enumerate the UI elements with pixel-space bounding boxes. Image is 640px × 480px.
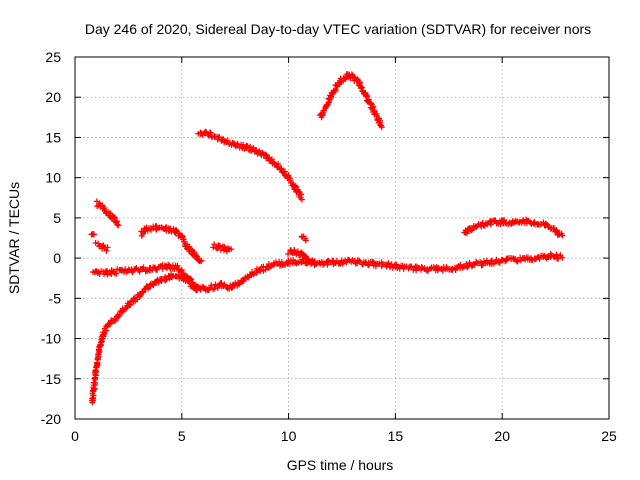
x-tick-label: 5	[178, 428, 186, 444]
y-tick-label: -20	[41, 411, 61, 427]
data-point	[378, 124, 385, 131]
data-point	[95, 352, 102, 359]
data-point	[190, 282, 197, 289]
data-point	[103, 247, 110, 254]
data-point	[319, 111, 326, 118]
data-point	[193, 252, 200, 259]
y-tick-label: -15	[41, 371, 61, 387]
series-trace-g	[210, 241, 235, 255]
axis-ticks: 0 5 10 15 20 25 -20 -15 -10 -5 0 5 10 15 20 25	[41, 49, 617, 444]
series-baseline-trace	[90, 250, 566, 294]
data-point	[207, 129, 214, 136]
data-point	[418, 263, 425, 270]
x-tick-label: 10	[281, 428, 297, 444]
data-point	[144, 227, 151, 234]
data-point	[536, 255, 543, 262]
data-point	[354, 76, 361, 83]
data-point	[253, 146, 260, 153]
series-trace-i	[298, 233, 309, 244]
data-point	[100, 331, 107, 338]
series-trace-e	[138, 223, 205, 265]
data-point	[555, 231, 562, 238]
data-point	[113, 270, 120, 277]
data-point	[90, 231, 97, 238]
x-tick-label: 15	[388, 428, 404, 444]
data-point	[487, 221, 494, 228]
data-point	[365, 262, 372, 269]
data-point	[468, 227, 475, 234]
data-point	[162, 277, 169, 284]
data-point	[115, 222, 122, 229]
series-trace-h	[285, 246, 318, 268]
series-trace-d	[92, 239, 111, 254]
y-tick-label: 10	[45, 170, 61, 186]
grid-lines	[75, 57, 609, 419]
data-point	[298, 196, 305, 203]
data-point	[198, 257, 205, 264]
x-axis-label: GPS time / hours	[287, 457, 394, 473]
data-point	[114, 221, 121, 228]
series-trace-c	[93, 198, 122, 229]
data-point	[107, 320, 114, 327]
data-point	[132, 265, 139, 272]
data-point	[196, 285, 203, 292]
data-point	[211, 241, 218, 248]
data-point	[294, 248, 301, 255]
series-trace-b	[88, 231, 97, 238]
series-trace-k	[461, 216, 566, 239]
data-point	[211, 285, 218, 292]
data-point	[244, 273, 251, 280]
data-point	[286, 260, 293, 267]
data-point	[559, 232, 566, 239]
data-point	[328, 93, 335, 100]
data-point	[175, 271, 182, 278]
data-point	[356, 257, 363, 264]
data-point	[464, 230, 471, 237]
data-point	[116, 312, 123, 319]
data-point	[240, 141, 247, 148]
data-point	[358, 85, 365, 92]
y-axis-label: SDTVAR / TECUs	[6, 182, 22, 294]
data-point	[257, 267, 264, 274]
data-point	[543, 220, 550, 227]
series-trace-j	[317, 71, 385, 131]
x-tick-label: 0	[71, 428, 79, 444]
data-point	[285, 250, 292, 257]
series-trace-a	[89, 271, 203, 406]
data-point	[393, 261, 400, 268]
data-point	[501, 216, 508, 223]
data-point	[302, 237, 309, 244]
data-point	[479, 262, 486, 269]
chart-title: Day 246 of 2020, Sidereal Day-to-day VTE…	[85, 21, 591, 37]
y-tick-label: 0	[53, 250, 61, 266]
data-point	[559, 254, 566, 261]
data-point	[331, 87, 338, 94]
data-point	[304, 255, 311, 262]
y-tick-label: 20	[45, 89, 61, 105]
plot-frame	[74, 56, 610, 420]
y-tick-label: 25	[45, 49, 61, 65]
data-point	[386, 264, 393, 271]
data-point	[224, 137, 231, 144]
y-tick-label: 5	[53, 210, 61, 226]
data-point	[311, 261, 318, 268]
data-point	[104, 244, 111, 251]
data-point	[298, 191, 305, 198]
data-point	[324, 258, 331, 265]
data-point	[247, 143, 254, 150]
series-trace-f	[195, 128, 305, 203]
y-tick-label: -10	[41, 331, 61, 347]
data-point	[210, 244, 217, 251]
data-point	[462, 229, 469, 236]
y-tick-label: 15	[45, 129, 61, 145]
data-series	[88, 71, 566, 406]
data-point	[228, 246, 235, 253]
data-point	[497, 221, 504, 228]
y-tick-label: -5	[49, 290, 62, 306]
x-tick-label: 20	[494, 428, 510, 444]
x-tick-label: 25	[601, 428, 617, 444]
data-point	[310, 259, 317, 266]
data-point	[127, 301, 134, 308]
